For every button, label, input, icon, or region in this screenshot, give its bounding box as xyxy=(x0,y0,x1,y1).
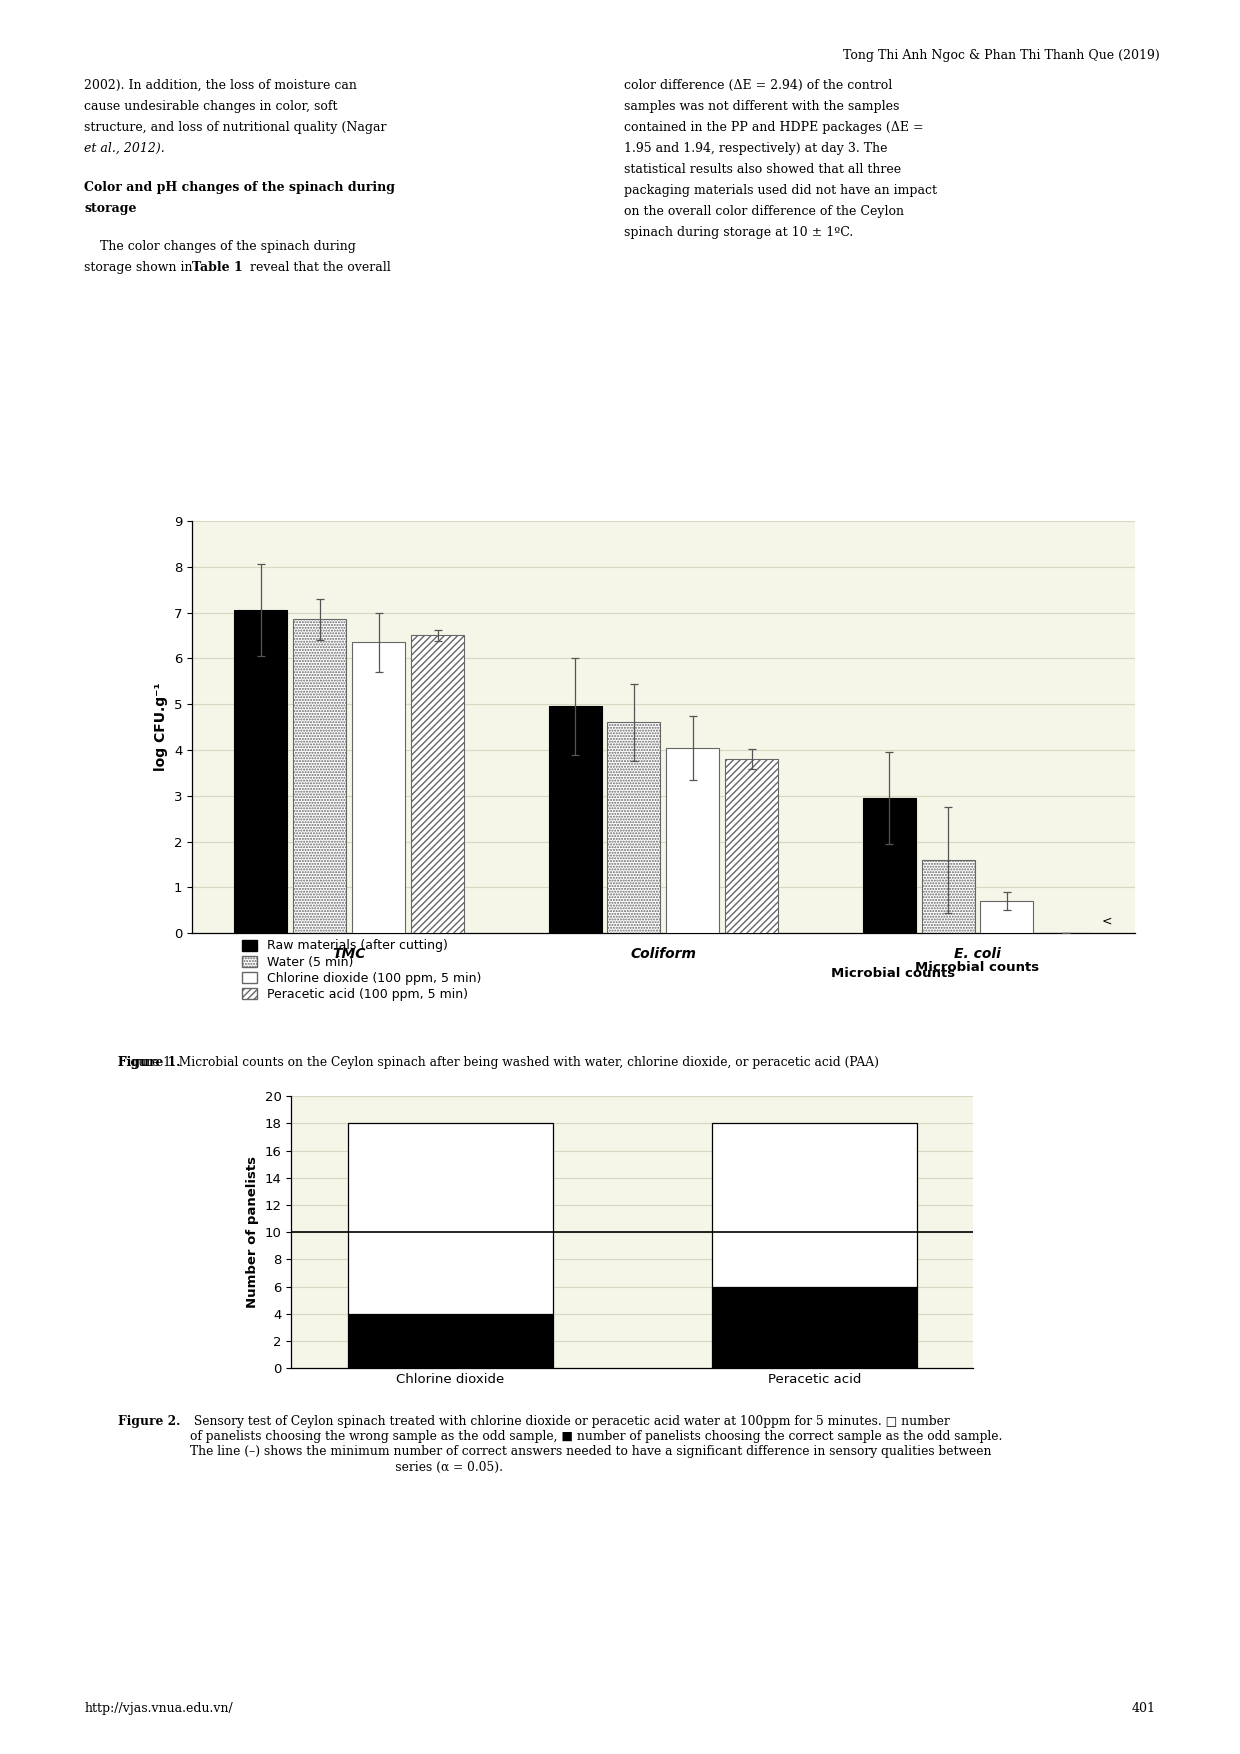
Bar xyxy=(234,610,288,933)
Bar xyxy=(981,902,1033,933)
Text: on the overall color difference of the Ceylon: on the overall color difference of the C… xyxy=(624,205,904,217)
Text: Color and pH changes of the spinach during: Color and pH changes of the spinach duri… xyxy=(84,181,396,193)
Text: 401: 401 xyxy=(1132,1703,1156,1715)
Bar xyxy=(348,1314,553,1368)
Text: Sensory test of Ceylon spinach treated with chlorine dioxide or peracetic acid w: Sensory test of Ceylon spinach treated w… xyxy=(190,1415,1002,1473)
Text: The color changes of the spinach during: The color changes of the spinach during xyxy=(84,240,356,253)
Y-axis label: Number of panelists: Number of panelists xyxy=(246,1156,259,1308)
Text: contained in the PP and HDPE packages (ΔE =: contained in the PP and HDPE packages (Δ… xyxy=(624,121,924,133)
Bar xyxy=(294,619,346,933)
Legend: Raw materials (after cutting), Water (5 min), Chlorine dioxide (100 ppm, 5 min),: Raw materials (after cutting), Water (5 … xyxy=(242,940,481,1002)
Text: <: < xyxy=(1101,914,1112,928)
Text: et al., 2012).: et al., 2012). xyxy=(84,142,165,154)
Text: E. coli: E. coli xyxy=(954,947,1001,961)
Text: color difference (ΔE = 2.94) of the control: color difference (ΔE = 2.94) of the cont… xyxy=(624,79,892,91)
Text: Figure 2.: Figure 2. xyxy=(118,1415,180,1428)
Y-axis label: log CFU.g⁻¹: log CFU.g⁻¹ xyxy=(155,682,169,772)
Text: Figure 1. Microbial counts on the Ceylon spinach after being washed with water, : Figure 1. Microbial counts on the Ceylon… xyxy=(118,1056,879,1068)
Bar xyxy=(608,723,661,933)
Text: statistical results also showed that all three: statistical results also showed that all… xyxy=(624,163,900,175)
Text: 2002). In addition, the loss of moisture can: 2002). In addition, the loss of moisture… xyxy=(84,79,357,91)
Text: Table 1: Table 1 xyxy=(192,261,243,274)
Bar xyxy=(412,635,464,933)
Text: Microbial counts: Microbial counts xyxy=(831,966,955,980)
Bar xyxy=(712,1123,916,1287)
Text: 1.95 and 1.94, respectively) at day 3. The: 1.95 and 1.94, respectively) at day 3. T… xyxy=(624,142,888,154)
Text: storage: storage xyxy=(84,202,136,214)
Bar xyxy=(712,1287,916,1368)
Text: spinach during storage at 10 ± 1ºC.: spinach during storage at 10 ± 1ºC. xyxy=(624,226,853,239)
Text: samples was not different with the samples: samples was not different with the sampl… xyxy=(624,100,899,112)
Text: http://vjas.vnua.edu.vn/: http://vjas.vnua.edu.vn/ xyxy=(84,1703,233,1715)
Text: packaging materials used did not have an impact: packaging materials used did not have an… xyxy=(624,184,936,196)
Bar xyxy=(863,798,915,933)
Bar xyxy=(666,747,719,933)
Bar xyxy=(725,759,779,933)
Bar xyxy=(921,859,975,933)
Text: structure, and loss of nutritional quality (Nagar: structure, and loss of nutritional quali… xyxy=(84,121,387,133)
Text: Tong Thi Anh Ngoc & Phan Thi Thanh Que (2019): Tong Thi Anh Ngoc & Phan Thi Thanh Que (… xyxy=(843,49,1159,61)
Bar xyxy=(548,707,601,933)
Bar xyxy=(352,642,405,933)
Text: Coliform: Coliform xyxy=(630,947,697,961)
Text: reveal that the overall: reveal that the overall xyxy=(246,261,391,274)
Text: storage shown in: storage shown in xyxy=(84,261,197,274)
Text: Figure 1.: Figure 1. xyxy=(118,1056,180,1068)
Text: Microbial counts: Microbial counts xyxy=(915,961,1039,973)
Text: TMC: TMC xyxy=(332,947,366,961)
Bar xyxy=(348,1124,553,1314)
Text: cause undesirable changes in color, soft: cause undesirable changes in color, soft xyxy=(84,100,337,112)
